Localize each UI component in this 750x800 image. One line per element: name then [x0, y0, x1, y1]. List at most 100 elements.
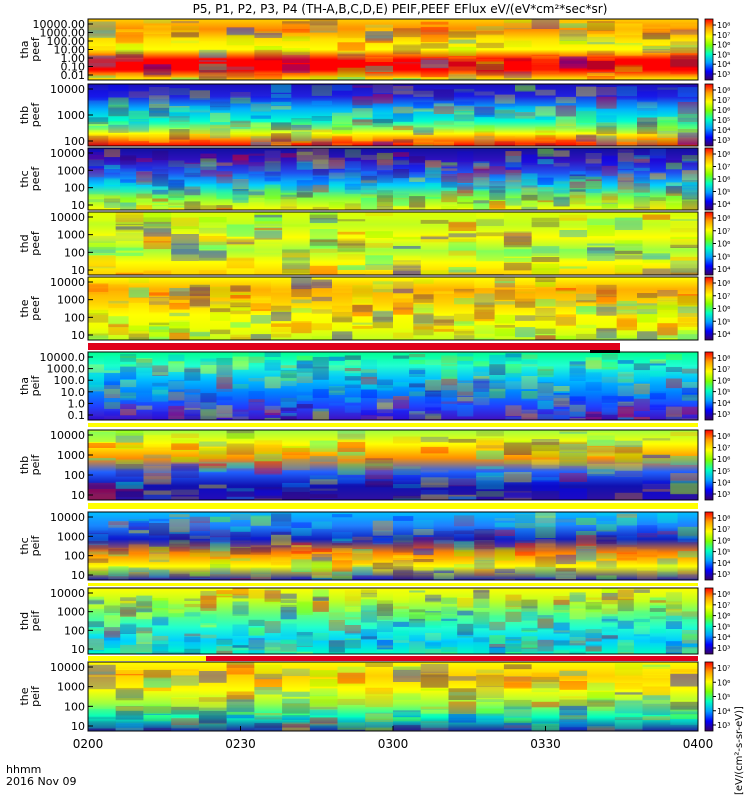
spectrogram-cell	[115, 727, 144, 731]
time-axis-label-hhmm: hhmm	[6, 763, 41, 776]
spectrogram-cell	[454, 543, 475, 548]
spectrogram-cell	[360, 376, 377, 380]
spectrogram-cell	[189, 516, 210, 523]
spectrogram-cell	[665, 645, 682, 653]
spectrogram-cell	[596, 537, 617, 540]
spectrogram-cell	[596, 284, 617, 298]
spectrogram-cell	[143, 271, 172, 275]
spectrogram-cell	[457, 380, 474, 383]
spectrogram-cell	[596, 122, 617, 135]
spectrogram-cell	[254, 723, 283, 731]
spectrogram-cell	[337, 30, 366, 38]
spectrogram-cell	[474, 302, 495, 308]
spectrogram-cell	[120, 597, 137, 601]
spectrogram-cell	[617, 589, 634, 598]
spectrogram-cell	[254, 716, 283, 720]
spectrogram-cell	[216, 208, 233, 210]
spectrogram-cell	[596, 303, 617, 312]
spectrogram-cell	[337, 672, 366, 684]
spectrogram-cell	[104, 385, 121, 399]
spectrogram-cell	[569, 181, 586, 187]
spectrogram-cell	[143, 64, 172, 75]
spectrogram-cell	[665, 162, 682, 170]
spectrogram-cell	[232, 384, 249, 389]
spectrogram-cell	[171, 433, 199, 438]
spectrogram-cell	[448, 78, 477, 80]
spectrogram-cell	[200, 166, 217, 177]
spectrogram-cell	[535, 335, 556, 340]
spectrogram-cell	[665, 367, 682, 372]
spectrogram-cell	[171, 443, 199, 450]
spectrogram-cell	[601, 196, 618, 204]
spectrogram-cell	[559, 56, 588, 67]
spectrogram-cell	[152, 616, 169, 626]
spectrogram-image	[88, 212, 698, 275]
spectrogram-cell	[376, 385, 393, 391]
spectrogram-cell	[360, 377, 377, 385]
spectrogram-cell	[473, 624, 490, 629]
spectrogram-cell	[476, 708, 504, 716]
spectrogram-cell	[633, 634, 650, 637]
spectrogram-cell	[328, 202, 345, 209]
spectrogram-cell	[576, 551, 597, 562]
spectrogram-cell	[425, 649, 442, 654]
spectrogram-cell	[555, 116, 576, 127]
spectrogram-cell	[587, 72, 615, 76]
spectrogram-cell	[559, 29, 588, 41]
spectrogram-cell	[393, 298, 414, 308]
spectrogram-cell	[617, 161, 634, 169]
spectrogram-cell	[601, 191, 618, 196]
spectrogram-cell	[521, 206, 538, 210]
spectrogram-cell	[515, 112, 536, 116]
spectrogram-cell	[168, 160, 185, 167]
spectrogram-cell	[311, 559, 332, 570]
spectrogram-cell	[616, 552, 637, 561]
spectrogram-cell	[332, 112, 353, 124]
spectrogram-cell	[657, 125, 678, 136]
spectrogram-cell	[454, 292, 475, 297]
spectrogram-cell	[393, 62, 421, 65]
spectrogram-cell	[448, 29, 477, 37]
y-tick-label: 10	[71, 329, 85, 342]
spectrogram-cell	[143, 217, 172, 227]
spectrogram-cell	[136, 600, 153, 605]
spectrogram-cell	[665, 160, 682, 164]
spectrogram-cell	[474, 560, 495, 569]
spectrogram-cell	[413, 279, 434, 284]
spectrogram-cell	[254, 231, 283, 240]
spectrogram-cell	[531, 458, 560, 469]
spectrogram-cell	[254, 33, 283, 38]
spectrogram-cell	[230, 302, 251, 308]
spectrogram-cell	[553, 650, 570, 654]
spectrogram-cell	[657, 301, 678, 310]
spectrogram-cell	[271, 84, 292, 93]
spectrogram-cell	[537, 414, 554, 420]
spectrogram-image	[88, 512, 698, 580]
spectrogram-cell	[585, 166, 602, 171]
spectrogram-cell	[474, 106, 495, 115]
spectrogram-cell	[312, 169, 329, 176]
spectrogram-cell	[433, 106, 454, 114]
spectrogram-cell	[216, 396, 233, 401]
spectrogram-cell	[149, 135, 170, 143]
spectrogram-cell	[441, 609, 458, 618]
spectrogram-cell	[189, 109, 210, 113]
spectrogram-cell	[230, 132, 251, 137]
spectrogram-cell	[569, 651, 586, 654]
spectrogram-cell	[291, 118, 312, 125]
spectrogram-cell	[409, 204, 426, 210]
spectrogram-cell	[457, 597, 474, 608]
spectrogram-cell	[505, 640, 522, 644]
spectrogram-cell	[473, 366, 490, 376]
colorbar-tick-label: 10⁴	[717, 60, 730, 69]
spectrogram-cell	[677, 330, 698, 340]
spectrogram-cell	[665, 649, 682, 654]
spectrogram-cell	[282, 48, 310, 55]
spectrogram-cell	[136, 198, 153, 201]
spectrogram-cell	[328, 620, 345, 631]
spectrogram-cell	[657, 116, 678, 129]
spectrogram-cell	[670, 264, 698, 271]
spectrogram-cell	[309, 21, 338, 32]
spectrogram-cell	[670, 59, 698, 68]
